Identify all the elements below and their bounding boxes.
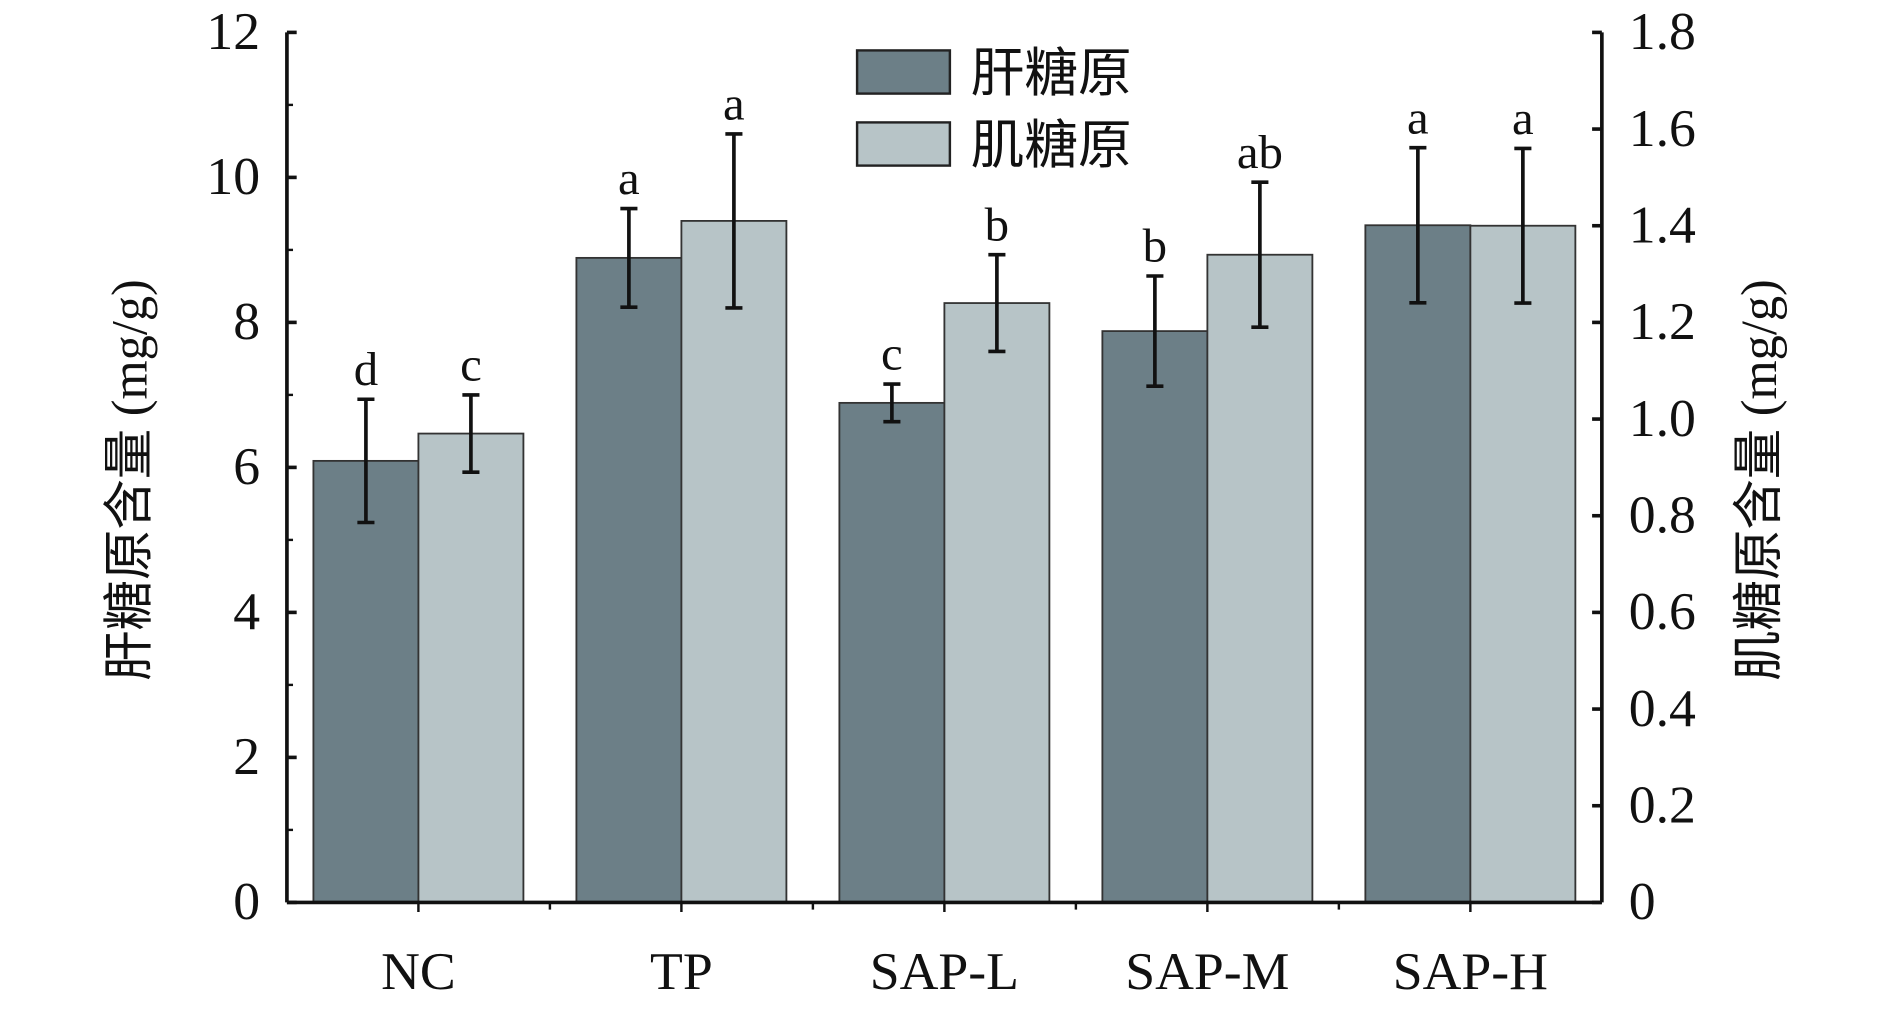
bar-liver xyxy=(312,459,420,904)
bar-muscle xyxy=(943,302,1051,904)
significance-letter: a xyxy=(618,153,640,206)
x-tick-label: SAP-L xyxy=(870,942,1019,1000)
y-tick-label: 8 xyxy=(233,293,260,351)
y2-tick-label: 0.6 xyxy=(1629,583,1696,641)
y2-tick-label: 1.4 xyxy=(1629,196,1696,254)
y-tick-label: 6 xyxy=(233,438,260,496)
x-tick-label: TP xyxy=(650,942,713,1000)
y2-tick-label: 0 xyxy=(1629,873,1656,931)
significance-letter: c xyxy=(460,339,482,392)
y2-axis-label: 肌糖原含量 (mg/g) xyxy=(1731,279,1787,681)
legend-label-muscle: 肌糖原 xyxy=(971,117,1132,175)
legend-label-liver: 肝糖原 xyxy=(971,45,1132,103)
y2-tick-label: 1.2 xyxy=(1629,293,1696,351)
significance-letter: b xyxy=(1143,220,1167,273)
y2-tick-label: 0.8 xyxy=(1629,486,1696,544)
y-tick-label: 10 xyxy=(206,148,260,206)
legend-swatch-muscle xyxy=(855,121,952,167)
y2-tick-label: 1.6 xyxy=(1629,99,1696,157)
x-tick-label: SAP-M xyxy=(1125,942,1289,1000)
bar-liver xyxy=(1364,224,1472,904)
significance-letter: a xyxy=(1407,92,1429,145)
y-tick-label: 2 xyxy=(233,728,260,786)
y-tick-label: 4 xyxy=(233,583,260,641)
y2-tick-label: 0.2 xyxy=(1629,776,1696,834)
significance-letter: a xyxy=(723,78,745,131)
y2-tick-label: 1.8 xyxy=(1629,3,1696,61)
x-tick-label: SAP-H xyxy=(1393,942,1548,1000)
y-tick-label: 12 xyxy=(206,3,260,61)
legend: 肝糖原 肌糖原 xyxy=(855,45,1132,175)
bar-muscle xyxy=(417,432,525,904)
bar-muscle xyxy=(1206,253,1314,904)
bar-muscle xyxy=(680,219,788,904)
y-axis-label: 肝糖原含量 (mg/g) xyxy=(101,279,157,681)
bar-liver xyxy=(1101,330,1209,904)
significance-letter: c xyxy=(881,328,903,381)
y2-tick-label: 1.0 xyxy=(1629,389,1696,447)
bar-liver xyxy=(575,256,683,904)
significance-letter: b xyxy=(985,199,1009,252)
bar-liver xyxy=(838,401,946,904)
x-tick-label: NC xyxy=(381,942,456,1000)
y-tick-label: 0 xyxy=(233,873,260,931)
significance-letter: a xyxy=(1512,92,1534,145)
y2-tick-label: 0.4 xyxy=(1629,679,1696,737)
legend-swatch-liver xyxy=(855,49,952,95)
significance-letter: ab xyxy=(1237,126,1283,179)
significance-letter: d xyxy=(354,343,378,396)
bar-muscle xyxy=(1469,224,1577,904)
